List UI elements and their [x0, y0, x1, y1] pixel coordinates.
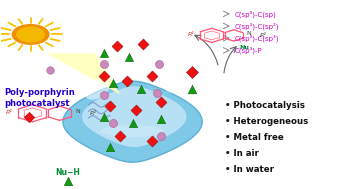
- Point: [107, 104, 113, 107]
- Point: [118, 134, 123, 137]
- Text: Poly-porphyrin
photocatalyst: Poly-porphyrin photocatalyst: [4, 88, 75, 108]
- Point: [138, 87, 144, 90]
- Text: Nu: Nu: [239, 45, 249, 50]
- Point: [149, 140, 155, 143]
- Point: [26, 115, 32, 119]
- Point: [107, 146, 113, 149]
- Circle shape: [17, 27, 44, 42]
- Text: R¹: R¹: [6, 110, 13, 115]
- Point: [140, 42, 146, 45]
- Point: [190, 87, 195, 90]
- PathPatch shape: [82, 86, 186, 147]
- Point: [125, 80, 130, 83]
- Text: R¹: R¹: [188, 32, 195, 37]
- Text: N: N: [246, 31, 251, 36]
- Point: [102, 115, 107, 119]
- Point: [65, 179, 70, 182]
- Ellipse shape: [165, 85, 176, 93]
- Point: [158, 101, 163, 104]
- Text: • Photocatalysis: • Photocatalysis: [225, 101, 305, 110]
- Text: C(sp³)-C(sp): C(sp³)-C(sp): [234, 10, 276, 18]
- Circle shape: [12, 25, 49, 44]
- Point: [158, 134, 163, 137]
- Text: N: N: [76, 109, 80, 114]
- Text: C(sp³)-C(sp³): C(sp³)-C(sp³): [234, 34, 279, 42]
- Point: [149, 74, 155, 77]
- Point: [110, 121, 116, 124]
- Point: [154, 91, 160, 94]
- Text: R²: R²: [90, 111, 97, 116]
- Text: • In air: • In air: [225, 149, 259, 158]
- PathPatch shape: [63, 81, 202, 162]
- Text: C(sp³)-P: C(sp³)-P: [234, 47, 262, 54]
- Polygon shape: [46, 53, 120, 94]
- Text: Nu−H: Nu−H: [55, 168, 80, 177]
- Point: [102, 93, 107, 96]
- Point: [102, 63, 107, 66]
- Point: [190, 70, 195, 74]
- Point: [133, 108, 139, 111]
- Point: [126, 55, 132, 58]
- Point: [114, 44, 120, 47]
- Ellipse shape: [84, 79, 110, 100]
- Text: • Heterogeneous: • Heterogeneous: [225, 117, 308, 126]
- Text: • Metal free: • Metal free: [225, 133, 284, 142]
- Point: [102, 74, 107, 77]
- Point: [102, 52, 107, 55]
- Point: [130, 121, 135, 124]
- Point: [47, 69, 53, 72]
- Text: C(sp³)-C(sp²): C(sp³)-C(sp²): [234, 22, 279, 30]
- Text: R²: R²: [260, 33, 267, 38]
- Point: [156, 63, 162, 66]
- Text: • In water: • In water: [225, 165, 274, 174]
- Ellipse shape: [101, 125, 164, 137]
- Point: [110, 82, 116, 85]
- Point: [158, 117, 163, 120]
